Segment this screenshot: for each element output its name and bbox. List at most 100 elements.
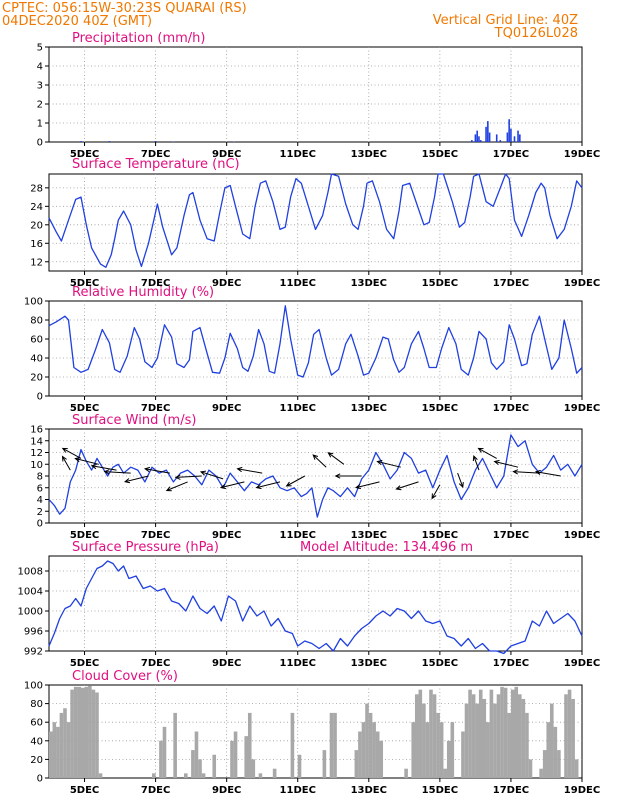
cloud-bar xyxy=(198,759,202,778)
cloud-bar xyxy=(358,731,362,778)
wind-vector-arrow xyxy=(534,469,561,477)
humidity-plot-frame xyxy=(48,300,583,397)
cloud-bar xyxy=(503,687,508,778)
cloud-y-tick-label: 20 xyxy=(30,755,43,766)
cloud-bar xyxy=(414,694,419,778)
wind-y-tick-label: 10 xyxy=(30,460,43,471)
cloud-bar xyxy=(564,694,568,778)
cloud-bar xyxy=(468,689,472,778)
wind-vector-arrow xyxy=(219,481,245,490)
cloud-bar xyxy=(375,731,380,778)
cloud-bar xyxy=(201,773,206,778)
precip-bar xyxy=(519,134,521,142)
header-vertical-grid-line: Vertical Grid Line: 40Z xyxy=(433,13,578,28)
cloud-bar xyxy=(557,750,561,778)
cloud-bar xyxy=(372,722,376,778)
humidity-panel-title: Relative Humidity (%) xyxy=(72,285,214,300)
precip-y-tick-label: 0 xyxy=(37,138,43,149)
wind-x-tick-label: 9DEC xyxy=(212,530,241,541)
temp-plot-frame xyxy=(48,173,583,272)
pressure-x-tick-label: 11DEC xyxy=(280,658,316,669)
precip-bar xyxy=(478,136,480,142)
humidity-x-tick-label: 15DEC xyxy=(422,403,458,414)
cloud-bar xyxy=(553,726,558,778)
precip-y-tick-label: 2 xyxy=(37,100,43,111)
cloud-bar xyxy=(230,740,234,778)
wind-y-tick-label: 4 xyxy=(37,495,43,506)
cloud-bar xyxy=(571,698,575,778)
precip-bar xyxy=(499,140,502,142)
cloud-bar xyxy=(191,750,195,778)
precip-bar xyxy=(495,134,498,142)
cloud-bar xyxy=(471,694,476,778)
cloud-bar xyxy=(333,712,337,778)
wind-vector-arrow xyxy=(327,452,345,465)
cloud-bar xyxy=(73,686,78,778)
cloud-y-tick-label: 80 xyxy=(30,699,43,710)
precip-x-tick-label: 9DEC xyxy=(212,149,241,160)
wind-y-tick-label: 14 xyxy=(30,436,43,447)
wind-vector-arrow xyxy=(165,481,188,492)
wind-vector-arrow xyxy=(285,475,306,487)
cloud-bar xyxy=(194,731,199,778)
cloud-y-tick-label: 0 xyxy=(37,774,43,785)
precip-bar xyxy=(487,121,489,142)
temp-x-tick-label: 9DEC xyxy=(212,278,241,289)
precip-x-tick-label: 7DEC xyxy=(141,149,170,160)
cloud-x-tick-label: 11DEC xyxy=(280,785,316,796)
wind-y-tick-label: 8 xyxy=(37,472,43,483)
wind-x-tick-label: 7DEC xyxy=(141,530,170,541)
humidity-x-tick-label: 13DEC xyxy=(351,403,387,414)
cloud-bar xyxy=(368,712,373,778)
cloud-bar xyxy=(493,703,497,778)
cloud-bar xyxy=(379,740,384,778)
precip-y-tick-label: 3 xyxy=(37,81,43,92)
cloud-bar xyxy=(464,703,469,778)
cloud-x-tick-label: 17DEC xyxy=(493,785,529,796)
wind-vector-arrow xyxy=(90,464,117,471)
cloud-bar xyxy=(297,754,302,778)
precip-bar xyxy=(506,132,509,142)
cloud-bar xyxy=(361,722,366,778)
pressure-series-line xyxy=(48,560,583,655)
cloud-bar xyxy=(329,712,334,778)
wind-y-tick-label: 6 xyxy=(37,483,43,494)
pressure-x-tick-label: 7DEC xyxy=(141,658,170,669)
cloud-x-tick-label: 13DEC xyxy=(351,785,387,796)
pressure-x-tick-label: 15DEC xyxy=(422,658,458,669)
wind-vector-arrow xyxy=(395,481,419,491)
precip-bar xyxy=(471,140,473,142)
temp-y-tick-label: 16 xyxy=(30,239,43,250)
temp-y-tick-label: 12 xyxy=(30,257,43,268)
wind-vector-arrow xyxy=(103,469,131,475)
pressure-panel-title: Surface Pressure (hPa) xyxy=(72,540,219,555)
precip-y-tick-label: 4 xyxy=(37,62,43,73)
wind-vector-arrow xyxy=(493,459,519,468)
precip-bar xyxy=(172,141,175,142)
header-run-date: 04DEC2020 40Z (GMT) xyxy=(2,14,152,29)
cloud-bar xyxy=(478,689,483,778)
temp-y-tick-label: 24 xyxy=(30,202,43,213)
pressure-x-tick-label: 17DEC xyxy=(493,658,529,669)
precip-bar xyxy=(232,141,235,142)
cloud-bar xyxy=(354,750,359,778)
temp-series-line xyxy=(48,173,583,268)
cloud-bar xyxy=(432,694,437,778)
precip-bar xyxy=(80,141,82,142)
wind-vector-arrow xyxy=(376,459,401,468)
pressure-plot-frame xyxy=(48,555,583,652)
wind-vector-arrow xyxy=(334,473,362,479)
precip-x-tick-label: 15DEC xyxy=(422,149,458,160)
wind-vector-arrow xyxy=(512,469,540,475)
humidity-y-tick-label: 60 xyxy=(30,335,43,346)
cloud-bar xyxy=(59,712,64,778)
precip-bar xyxy=(513,136,516,142)
cloud-bar xyxy=(152,773,156,778)
cloud-x-tick-label: 19DEC xyxy=(564,785,600,796)
model-altitude-label: Model Altitude: 134.496 m xyxy=(300,540,473,555)
cloud-bar xyxy=(539,768,543,778)
cloud-bar xyxy=(290,712,295,778)
humidity-x-tick-label: 7DEC xyxy=(141,403,170,414)
cloud-bar xyxy=(525,712,529,778)
cloud-bar xyxy=(574,759,579,778)
